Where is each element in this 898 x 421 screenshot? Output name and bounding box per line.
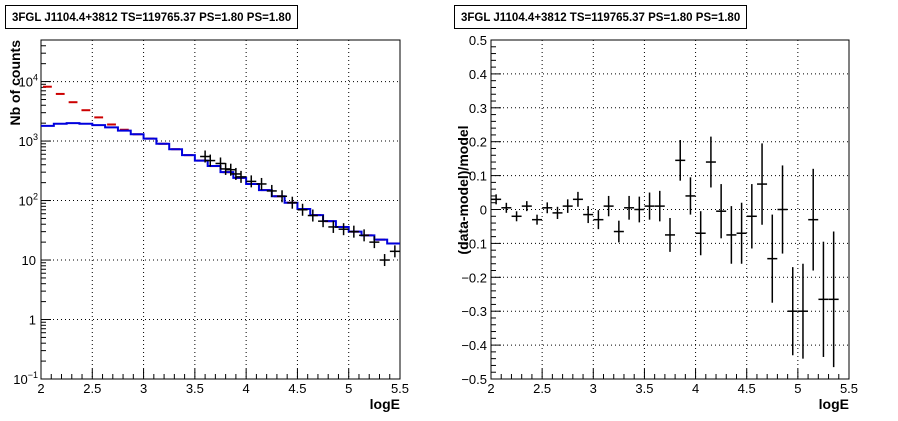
left-x-tick-label: 3.5 — [186, 381, 204, 396]
left-x-tick-label: 2.5 — [83, 381, 101, 396]
right-y-axis-label: (data-model)/model — [455, 125, 471, 254]
left-x-tick-label: 2 — [37, 381, 44, 396]
left-y-tick-label: 102 — [19, 192, 38, 209]
residual-point — [685, 177, 696, 215]
data-point — [359, 229, 370, 242]
data-point — [318, 215, 329, 228]
data-point — [369, 236, 380, 249]
residual-point — [552, 206, 563, 219]
left-x-tick-label: 4 — [243, 381, 250, 396]
residual-point — [624, 195, 635, 220]
residual-point — [542, 202, 553, 214]
residual-point — [654, 190, 665, 222]
residual-point — [501, 202, 512, 213]
left-x-tick-label: 5.5 — [391, 381, 409, 396]
right-x-tick-label: 4.5 — [738, 381, 756, 396]
right-y-tick-label: −0.4 — [461, 338, 487, 353]
left-chart-area — [40, 39, 401, 380]
residual-point — [593, 210, 604, 230]
left-plot-title: 3FGL J1104.4+3812 TS=119765.37 PS=1.80 P… — [5, 5, 299, 29]
data-point — [389, 245, 400, 258]
residual-point — [726, 206, 737, 264]
data-point — [225, 163, 236, 176]
data-point — [307, 209, 318, 222]
right-y-tick-label: 0.2 — [469, 135, 487, 150]
right-x-tick-label: 2.5 — [533, 381, 551, 396]
right-y-tick-label: −0.2 — [461, 270, 487, 285]
residual-point — [532, 214, 543, 225]
left-x-tick-label: 5 — [345, 381, 352, 396]
residual-point — [757, 143, 768, 225]
residual-point — [716, 184, 727, 239]
right-x-tick-label: 2 — [487, 381, 494, 396]
residual-point — [562, 199, 573, 213]
left-plot-frame — [40, 39, 401, 380]
data-point — [287, 196, 298, 209]
data-point — [246, 175, 257, 188]
residual-point — [644, 192, 655, 220]
right-y-tick-label: 0.4 — [469, 67, 487, 82]
residual-point — [583, 206, 594, 224]
residual-point — [705, 136, 716, 188]
data-point — [236, 170, 247, 183]
data-point — [230, 167, 241, 180]
residual-point — [491, 194, 502, 205]
data-point — [297, 203, 308, 216]
right-x-tick-label: 4 — [692, 381, 699, 396]
data-point — [379, 254, 390, 267]
left-y-tick-label: 10 — [22, 253, 36, 268]
data-point — [328, 220, 339, 233]
residual-point — [634, 196, 645, 223]
residual-point — [603, 195, 614, 217]
data-point — [338, 223, 349, 236]
residual-point — [695, 211, 706, 256]
residual-point — [675, 140, 686, 181]
right-y-tick-label: 0.1 — [469, 169, 487, 184]
residual-point — [797, 263, 808, 359]
data-point — [200, 150, 211, 163]
right-x-axis-label: logE — [819, 396, 849, 412]
residual-point — [828, 231, 839, 368]
data-point — [277, 190, 288, 203]
left-y-tick-label: 10−1 — [13, 370, 38, 387]
residual-point — [767, 214, 778, 303]
data-point — [205, 154, 216, 167]
right-plot-title: 3FGL J1104.4+3812 TS=119765.37 PS=1.80 P… — [454, 5, 748, 29]
data-point — [215, 157, 226, 170]
left-x-axis-label: logE — [370, 396, 400, 412]
residual-point — [572, 191, 583, 207]
data-point — [220, 162, 231, 175]
right-x-tick-label: 3 — [590, 381, 597, 396]
residual-point — [521, 201, 532, 212]
residual-point — [665, 217, 675, 252]
right-y-tick-label: 0 — [480, 203, 487, 218]
left-y-tick-label: 103 — [19, 132, 38, 149]
data-point — [266, 184, 277, 197]
residual-point — [511, 211, 522, 222]
left-x-tick-label: 4.5 — [288, 381, 306, 396]
left-x-tick-label: 3 — [140, 381, 147, 396]
right-y-tick-label: 0.3 — [469, 101, 487, 116]
residual-point — [746, 184, 757, 249]
residual-point — [808, 168, 819, 271]
right-chart-area — [490, 39, 850, 380]
right-y-tick-label: −0.5 — [461, 372, 487, 387]
left-y-axis-label: Nb of counts — [7, 40, 23, 126]
right-x-tick-label: 5.5 — [840, 381, 858, 396]
data-point — [256, 177, 267, 190]
residual-point — [736, 202, 747, 264]
right-y-tick-label: −0.3 — [461, 304, 487, 319]
right-x-tick-label: 3.5 — [635, 381, 653, 396]
blue-model-line — [41, 122, 400, 245]
data-point — [348, 225, 359, 238]
residual-point — [787, 267, 798, 356]
left-y-tick-label: 1 — [29, 313, 36, 328]
right-x-tick-label: 5 — [794, 381, 801, 396]
right-y-tick-label: 0.5 — [469, 33, 487, 48]
right-y-tick-label: −0.1 — [461, 236, 487, 251]
residual-point — [818, 241, 829, 357]
residual-point — [777, 165, 788, 254]
residual-point — [613, 220, 624, 243]
